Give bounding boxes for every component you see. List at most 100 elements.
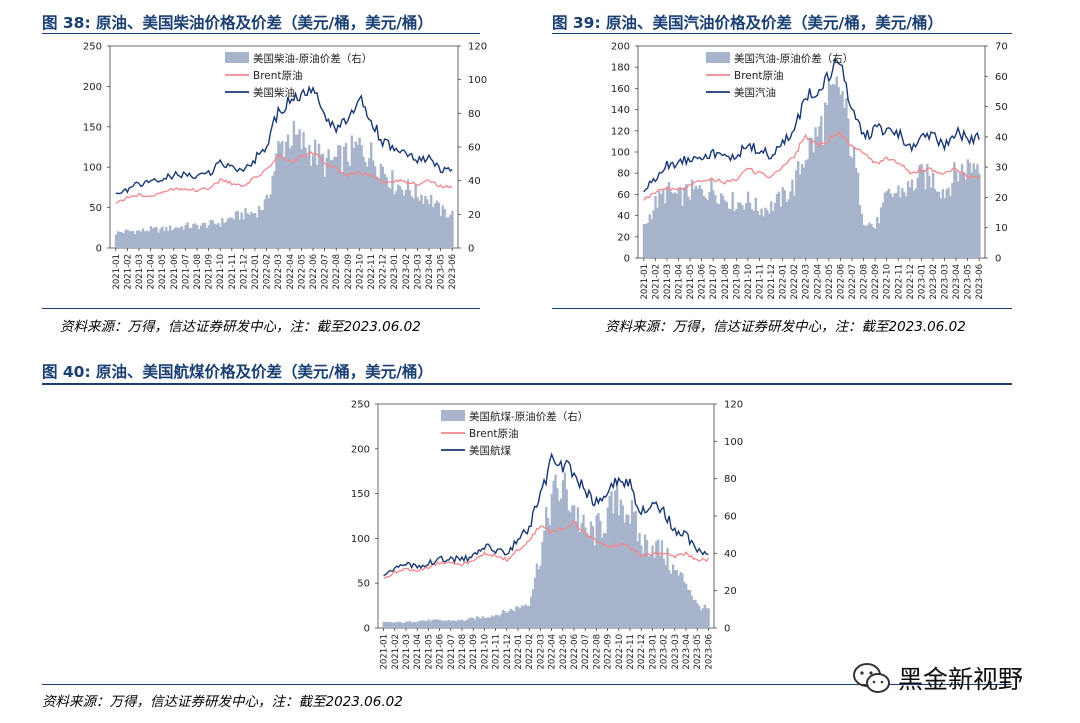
spread-bar: [546, 517, 550, 628]
y-left-tick-label: 140: [611, 105, 630, 116]
spread-bar: [404, 189, 408, 248]
x-tick-label: 2021-01: [112, 254, 122, 290]
spread-bar: [602, 532, 606, 628]
spread-bar: [793, 195, 796, 258]
spread-bar: [671, 564, 675, 628]
product-line: [383, 452, 709, 577]
y-left-tick-label: 200: [611, 42, 630, 53]
x-tick-label: 2023-05: [964, 264, 974, 300]
spread-bar: [541, 541, 544, 628]
spread-bar: [768, 213, 771, 258]
spread-bar: [387, 186, 390, 248]
spread-bar: [586, 532, 589, 628]
spread-bar: [908, 187, 912, 258]
spread-bar: [623, 522, 626, 628]
spread-bar: [554, 474, 557, 628]
spread-bar: [441, 205, 444, 248]
spread-bar: [655, 541, 658, 628]
spread-bar: [903, 192, 906, 258]
spread-bar: [716, 203, 719, 258]
figure-38-source: 资料来源：万得，信达证券研发中心，注：截至2023.06.02: [60, 319, 421, 335]
spread-bar: [727, 208, 730, 258]
spread-bar: [114, 234, 118, 248]
x-tick-label: 2022-11: [894, 264, 904, 300]
spread-bar: [608, 495, 611, 628]
spread-bar: [439, 215, 442, 248]
x-tick-label: 2021-08: [721, 264, 731, 300]
spread-bar: [487, 617, 490, 628]
spread-area: [642, 76, 981, 259]
spread-bar: [259, 210, 263, 248]
spread-bar: [422, 203, 425, 248]
x-tick-label: 2021-12: [239, 254, 249, 290]
spread-bar: [386, 621, 389, 628]
spread-bar: [723, 200, 727, 258]
x-tick-label: 2022-09: [344, 254, 354, 290]
y-left-tick-label: 50: [357, 579, 370, 590]
spread-bar: [770, 201, 773, 258]
spread-bar: [612, 513, 615, 628]
spread-bar: [920, 164, 923, 258]
spread-bar: [578, 531, 581, 628]
spread-bar: [373, 166, 377, 248]
spread-bar: [431, 207, 435, 248]
spread-bar: [883, 192, 887, 258]
spread-bar: [582, 514, 585, 628]
x-tick-label: 2021-06: [436, 634, 446, 670]
spread-bar: [252, 213, 255, 248]
spread-bar: [412, 622, 415, 628]
spread-bar: [248, 214, 251, 248]
spread-bar: [230, 217, 234, 248]
spread-bar: [180, 226, 183, 248]
spread-bar: [190, 227, 193, 248]
spread-bar: [642, 224, 646, 258]
spread-bar: [522, 606, 525, 628]
spread-bar: [897, 185, 900, 258]
spread-bar: [435, 200, 439, 248]
spread-bar: [879, 207, 883, 258]
x-tick-label: 2022-04: [813, 264, 823, 300]
spread-bar: [453, 620, 456, 628]
x-tick-label: 2022-08: [860, 264, 870, 300]
watermark: 黑金新视野: [852, 656, 1052, 696]
spread-bar: [931, 172, 935, 258]
spread-bar: [406, 179, 410, 248]
spread-bar: [632, 512, 636, 628]
spread-bar: [800, 163, 804, 258]
spread-bar: [485, 617, 488, 628]
spread-bar: [550, 493, 553, 628]
spread-bar: [535, 563, 539, 628]
spread-bar: [182, 229, 185, 248]
spread-bar: [445, 217, 448, 248]
y-left-tick-label: 0: [624, 254, 630, 265]
y-right-tick-label: 40: [724, 549, 737, 560]
spread-bar: [797, 161, 800, 258]
spread-bar: [477, 617, 481, 628]
spread-bar: [858, 205, 862, 258]
x-tick-label: 2023-01: [917, 264, 927, 300]
spread-bar: [930, 187, 933, 258]
x-tick-label: 2021-05: [686, 264, 696, 300]
spread-bar: [714, 195, 717, 258]
spread-bar: [947, 187, 950, 258]
x-tick-label: 2023-02: [660, 634, 670, 670]
spread-bar: [377, 177, 381, 248]
x-tick-label: 2021-07: [447, 634, 457, 670]
spread-bar: [153, 227, 156, 248]
spread-bar: [255, 217, 259, 248]
spread-bar: [438, 619, 441, 628]
spread-bar: [395, 191, 398, 248]
spread-bar: [658, 190, 661, 258]
y-right-tick-label: 60: [724, 512, 737, 523]
x-tick-label: 2023-01: [648, 634, 658, 670]
spread-bar: [505, 613, 509, 628]
spread-bar: [443, 209, 446, 248]
spread-bar: [696, 603, 699, 628]
spread-bar: [739, 202, 742, 258]
spread-bar: [498, 616, 501, 628]
spread-bar: [475, 616, 479, 628]
spread-bar: [228, 217, 232, 248]
y-left-tick-label: 160: [611, 84, 630, 95]
y-right-tick-label: 100: [468, 75, 487, 86]
spread-bar: [178, 227, 181, 248]
